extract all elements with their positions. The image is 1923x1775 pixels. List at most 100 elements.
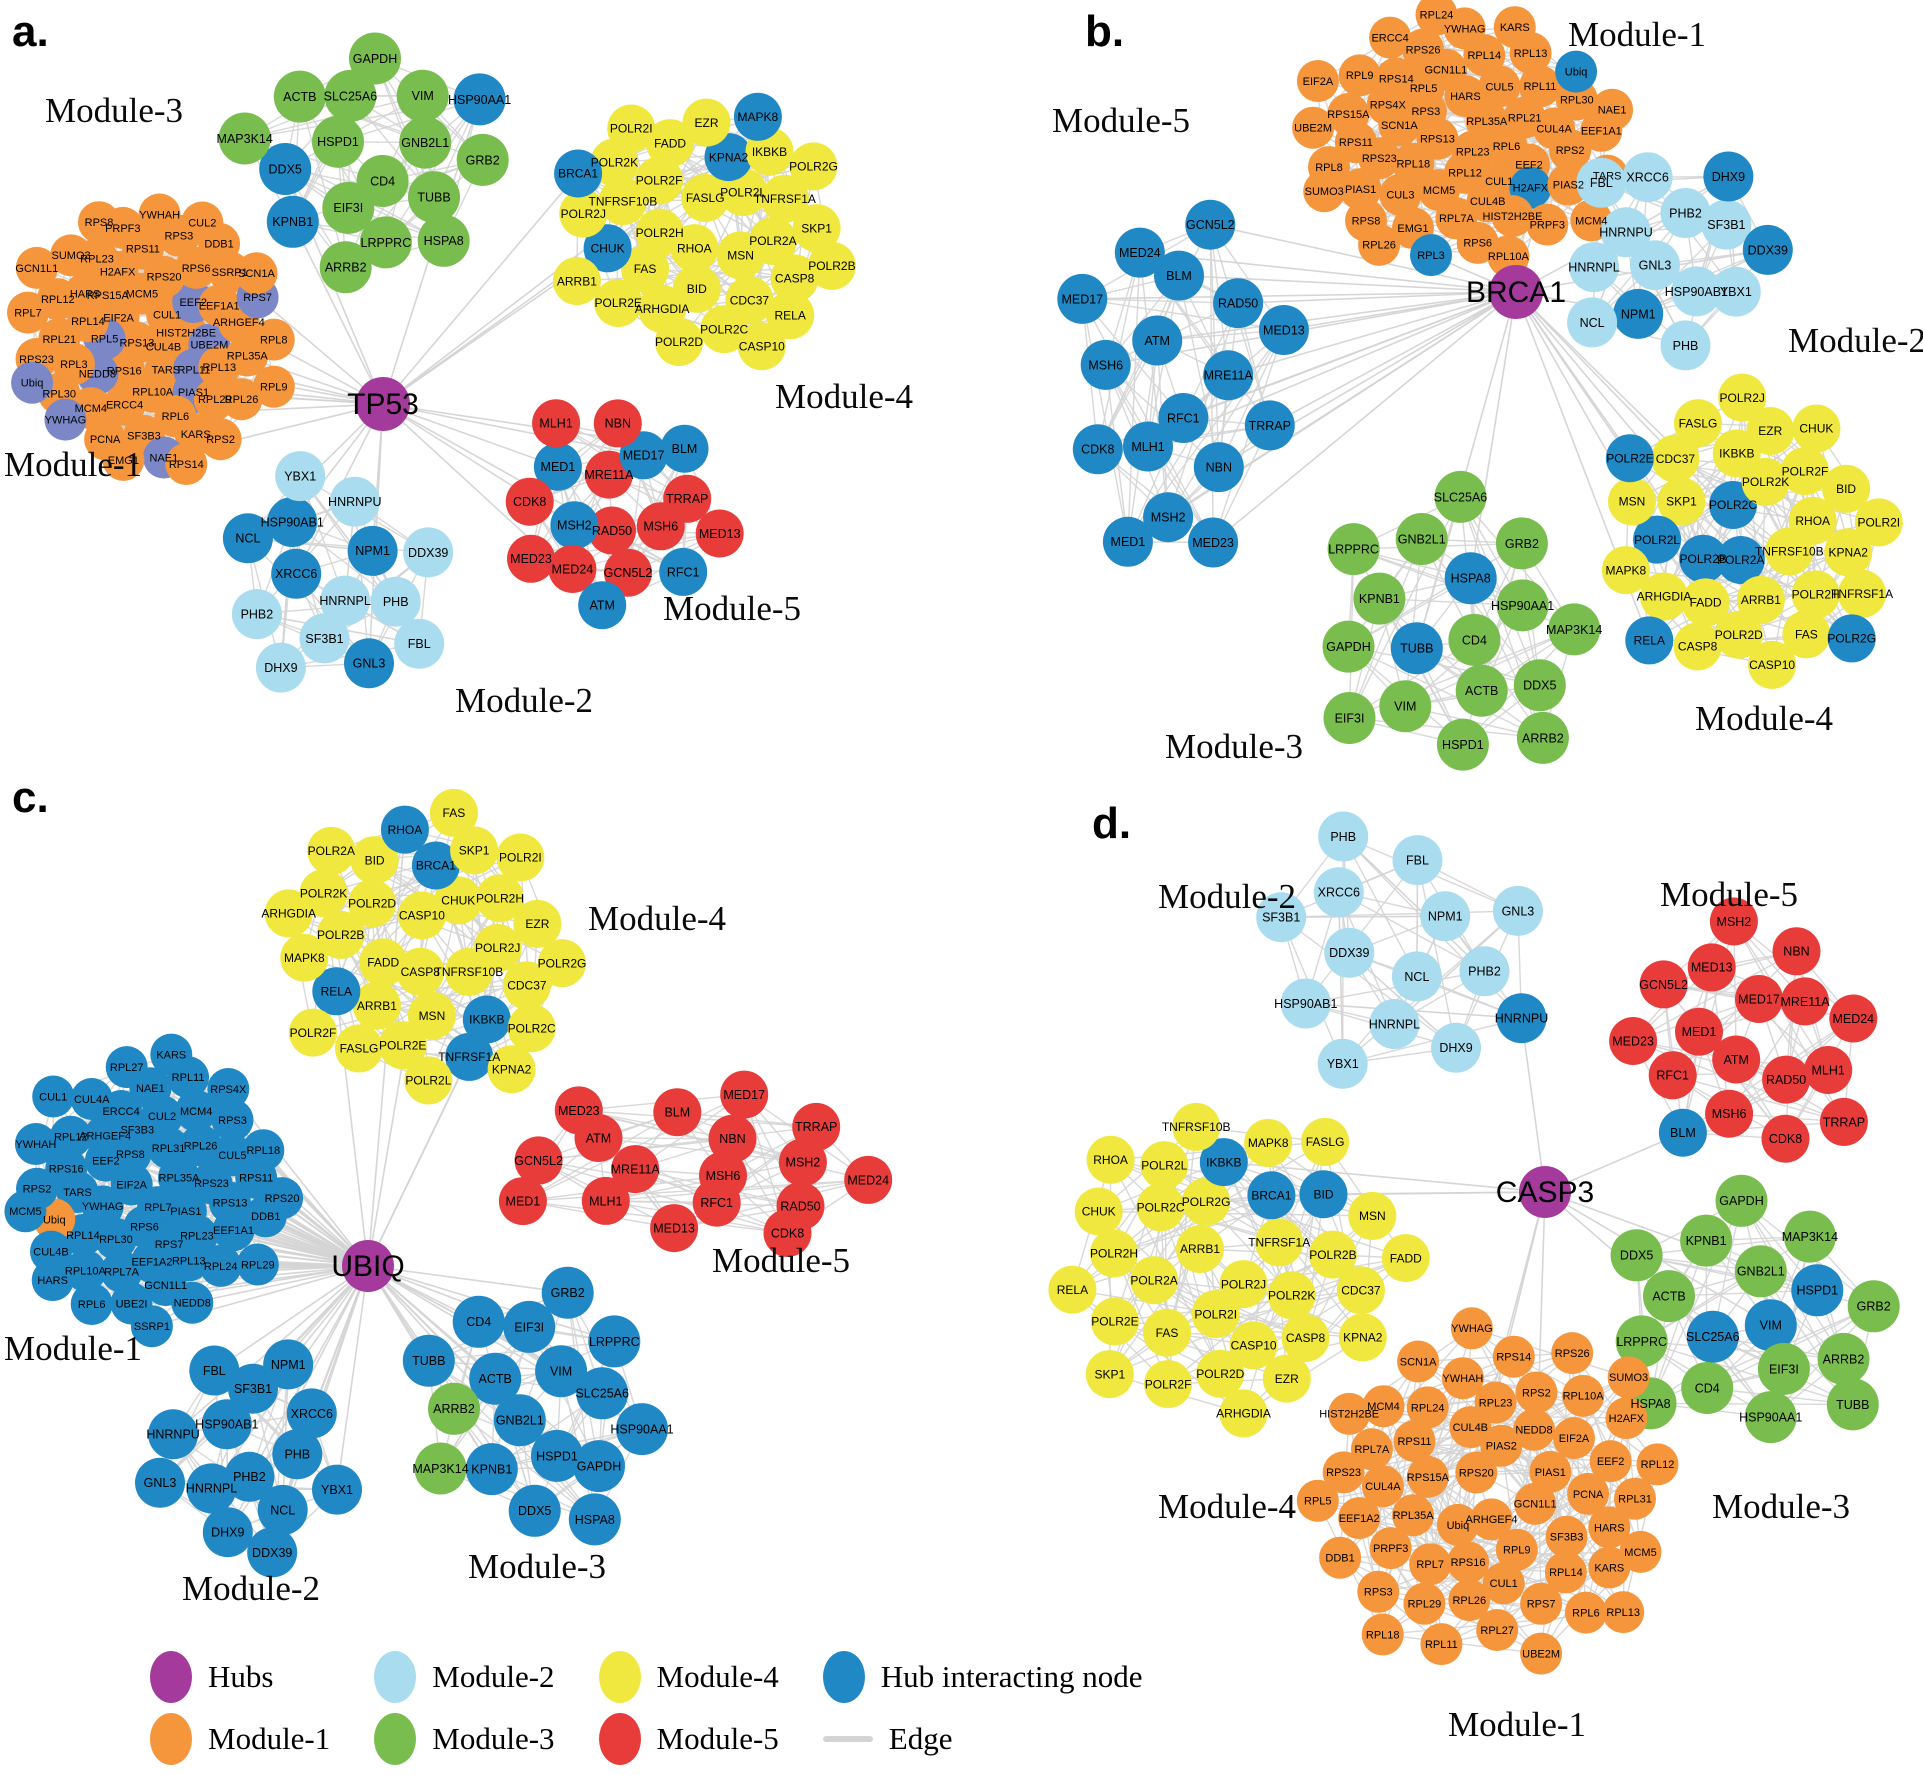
node-POLR2A: [748, 217, 797, 265]
node-GCN5L2: [604, 548, 652, 597]
node-label-BID: BID: [365, 853, 385, 867]
node-label-CASP10: CASP10: [739, 339, 785, 353]
node-RPS2: [199, 418, 242, 461]
node-DDB1: [1319, 1536, 1362, 1579]
node-label-PIAS1: PIAS1: [1345, 184, 1376, 196]
node-KARS: [150, 1033, 193, 1076]
hubs-swatch: [150, 1651, 192, 1703]
node-label-EEF1A1: EEF1A1: [199, 300, 240, 312]
node-CD4: [1681, 1362, 1734, 1414]
node-SUMO3: [50, 234, 93, 277]
node-label-RPL31: RPL31: [1618, 1494, 1652, 1506]
node-SKP1: [1085, 1350, 1134, 1399]
node-MAP3K14: [1548, 603, 1601, 656]
node-label-PRPF3: PRPF3: [1530, 219, 1565, 231]
node-label-MLH1: MLH1: [589, 1194, 622, 1208]
node-RPS2: [1515, 1371, 1558, 1414]
node-label-RPS15A: RPS15A: [1327, 109, 1370, 121]
node-EIF2A: [1296, 60, 1339, 102]
node-POLR2I: [607, 104, 656, 153]
node-label-BRCA1: BRCA1: [416, 859, 456, 873]
node-label-RPS14: RPS14: [1379, 73, 1414, 85]
node-CUL4A: [70, 1078, 113, 1120]
node-SUMO3: [1607, 1356, 1650, 1399]
node-label-HARS: HARS: [1450, 91, 1481, 103]
node-label-RHOA: RHOA: [677, 241, 712, 255]
node-label-POLR2J: POLR2J: [1720, 391, 1765, 405]
node-NCL: [1391, 951, 1442, 1002]
node-label-CUL5: CUL5: [1485, 81, 1513, 93]
node-MRE11A: [1781, 977, 1829, 1026]
node-H2AFX: [1605, 1397, 1648, 1440]
node-label-RPS3: RPS3: [218, 1115, 247, 1127]
node-label-MCM4: MCM4: [180, 1106, 212, 1118]
node-label-SF3B3: SF3B3: [120, 1125, 154, 1137]
node-label-HSPA8: HSPA8: [575, 1513, 615, 1527]
node-CASP8: [770, 254, 819, 303]
node-label-NBN: NBN: [605, 417, 631, 431]
node-label-GCN1L1: GCN1L1: [1425, 65, 1468, 77]
node-label-KPNB1: KPNB1: [1686, 1234, 1727, 1248]
node-label-TARS: TARS: [1593, 171, 1622, 183]
node-GNL3: [1630, 240, 1680, 291]
legend-item-hub-interacting-node: Hub interacting node: [822, 1650, 1143, 1704]
node-DHX9: [1431, 1022, 1481, 1073]
node-RPL13: [1602, 1591, 1645, 1634]
node-HSPA8: [1444, 552, 1497, 605]
node-NPM1: [1613, 288, 1664, 339]
node-label-TRRAP: TRRAP: [666, 492, 708, 506]
node-EIF3I: [322, 181, 375, 234]
legend-column-3: Module-4 Module-5: [598, 1650, 779, 1766]
node-label-HSP90AA1: HSP90AA1: [1491, 599, 1554, 613]
node-NBN: [593, 399, 642, 448]
node-MCM5: [1619, 1530, 1662, 1573]
node-label-KARS: KARS: [181, 429, 211, 441]
node-GCN5L2: [1185, 199, 1236, 250]
node-label-NPM1: NPM1: [1428, 910, 1463, 924]
node-MED23: [1188, 517, 1239, 568]
node-label-EEF2: EEF2: [179, 297, 207, 309]
node-label-IKBKB: IKBKB: [1206, 1155, 1241, 1169]
node-CUL2: [181, 201, 224, 244]
node-label-LRPPRC: LRPPRC: [1328, 542, 1379, 556]
legend-item-hubs: Hubs: [150, 1650, 330, 1704]
node-label-MCM4: MCM4: [75, 403, 107, 415]
node-label-RPS3: RPS3: [1364, 1587, 1393, 1599]
node-label-POLR2C: POLR2C: [1709, 498, 1757, 512]
node-label-RPL6: RPL6: [1572, 1607, 1600, 1619]
node-label-MED13: MED13: [699, 527, 741, 541]
node-label-HSP90AB1: HSP90AB1: [195, 1418, 258, 1432]
node-DDX5: [508, 1484, 561, 1537]
node-label-RPL7: RPL7: [1416, 1559, 1444, 1571]
edge-swatch: [822, 1736, 873, 1742]
node-POLR2L: [1140, 1141, 1189, 1190]
node-label-CD4: CD4: [466, 1315, 491, 1329]
node-XRCC6: [1313, 867, 1364, 918]
node-IKBKB: [1199, 1138, 1248, 1187]
node-FAS: [1782, 610, 1831, 659]
node-label-FASLG: FASLG: [1306, 1135, 1345, 1149]
node-VIM: [1744, 1299, 1797, 1352]
node-label-BRCA1: BRCA1: [558, 167, 598, 181]
node-CASP10: [737, 322, 786, 371]
node-label-NBN: NBN: [719, 1132, 745, 1146]
node-label-DDX39: DDX39: [252, 1546, 292, 1560]
node-RPL10A: [1562, 1374, 1605, 1417]
node-label-SLC25A6: SLC25A6: [575, 1387, 629, 1401]
node-HNRNPU: [148, 1409, 199, 1460]
node-HSP90AA1: [1496, 579, 1549, 632]
node-ACTB: [273, 70, 326, 123]
node-label-POLR2I: POLR2I: [610, 122, 653, 136]
node-label-POLR2K: POLR2K: [1268, 1289, 1315, 1303]
node-label-RPS6: RPS6: [182, 263, 211, 275]
node-label-RPL14: RPL14: [66, 1230, 100, 1242]
node-label-RPS20: RPS20: [1459, 1467, 1494, 1479]
node-label-BLM: BLM: [1670, 1126, 1696, 1140]
node-label-EIF2A: EIF2A: [103, 312, 134, 324]
node-KPNA2: [1824, 528, 1873, 577]
node-RPL26: [1358, 223, 1401, 266]
node-label-BID: BID: [1836, 482, 1856, 496]
node-POLR2G: [1827, 614, 1876, 663]
node-label-H2AFX: H2AFX: [100, 267, 136, 279]
